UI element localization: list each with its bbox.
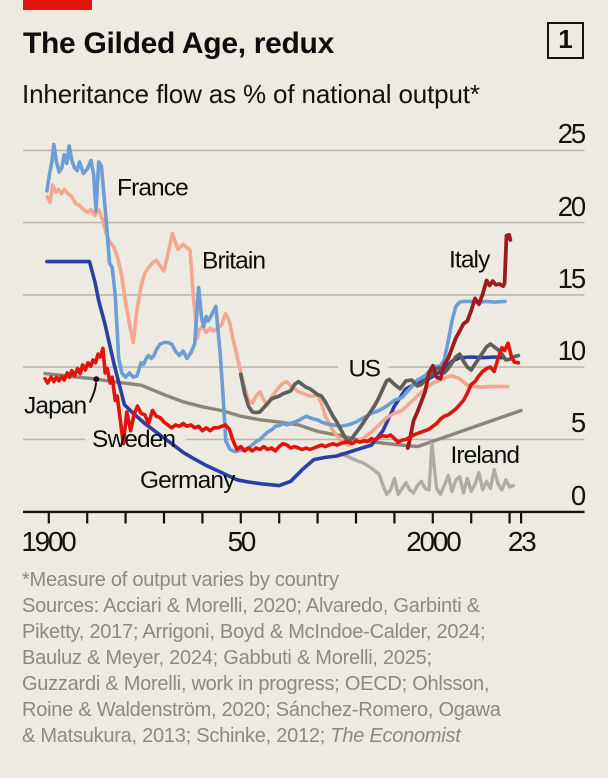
svg-text:Germany: Germany [140, 467, 236, 494]
svg-text:Ireland: Ireland [451, 442, 520, 469]
svg-text:Sweden: Sweden [92, 426, 175, 453]
svg-text:Britain: Britain [202, 247, 265, 274]
svg-text:Japan: Japan [24, 392, 87, 419]
svg-text:US: US [349, 356, 381, 383]
svg-text:France: France [117, 175, 188, 202]
svg-text:Italy: Italy [449, 246, 491, 273]
